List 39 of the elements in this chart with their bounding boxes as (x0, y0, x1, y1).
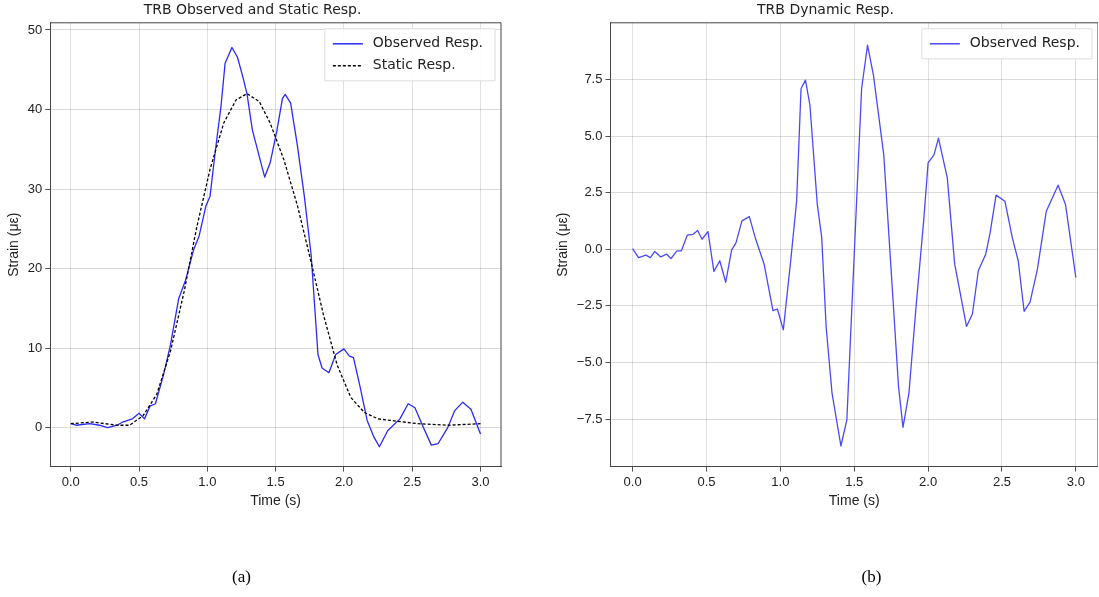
x-tick-label: 0.5 (130, 473, 149, 489)
y-tick-label: 40 (27, 101, 43, 117)
line-series (70, 92, 482, 426)
x-tick-label: 1.0 (198, 473, 217, 489)
x-tick-label: 1.5 (845, 473, 864, 489)
x-tick-label: 2.0 (919, 473, 938, 489)
x-tick-label: 2.0 (334, 473, 353, 489)
y-tick-label: 20 (27, 260, 43, 276)
y-axis-title: Strain (με) (554, 212, 571, 277)
legend-label: Static Resp. (372, 56, 456, 73)
x-tick-label: 0.0 (61, 473, 80, 489)
chart-title: TRB Observed and Static Resp. (142, 1, 362, 18)
x-axis-title: Time (s) (828, 492, 880, 509)
text: (b) (861, 566, 882, 588)
x-tick-label: 2.5 (992, 473, 1012, 489)
y-tick-label: 7.5 (584, 70, 603, 86)
x-tick-label: 1.5 (266, 473, 285, 489)
legend-label: Observed Resp. (969, 34, 1081, 51)
y-tick-label: 0.0 (584, 240, 603, 256)
x-tick-label: 0.5 (697, 473, 716, 489)
y-tick-label: −2.5 (576, 297, 603, 313)
x-axis-title: Time (s) (250, 492, 302, 509)
chart-title: TRB Dynamic Resp. (756, 1, 894, 18)
y-tick-label: 0 (35, 419, 43, 435)
legend-label: Observed Resp. (372, 34, 484, 51)
y-tick-label: 2.5 (584, 184, 603, 200)
y-tick-label: 50 (27, 21, 43, 37)
y-tick-label: 5.0 (584, 127, 603, 143)
y-tick-label: 30 (27, 180, 43, 196)
y-tick-label: −5.0 (576, 354, 603, 370)
x-tick-label: 2.5 (403, 473, 422, 489)
y-axis-title: Strain (με) (5, 212, 22, 277)
x-tick-label: 0.0 (623, 473, 642, 489)
x-tick-label: 3.0 (1066, 473, 1085, 489)
text: (a) (232, 566, 251, 588)
y-tick-label: −7.5 (576, 410, 603, 426)
y-tick-label: 10 (27, 339, 43, 355)
x-tick-label: 3.0 (471, 473, 490, 489)
x-tick-label: 1.0 (771, 473, 790, 489)
